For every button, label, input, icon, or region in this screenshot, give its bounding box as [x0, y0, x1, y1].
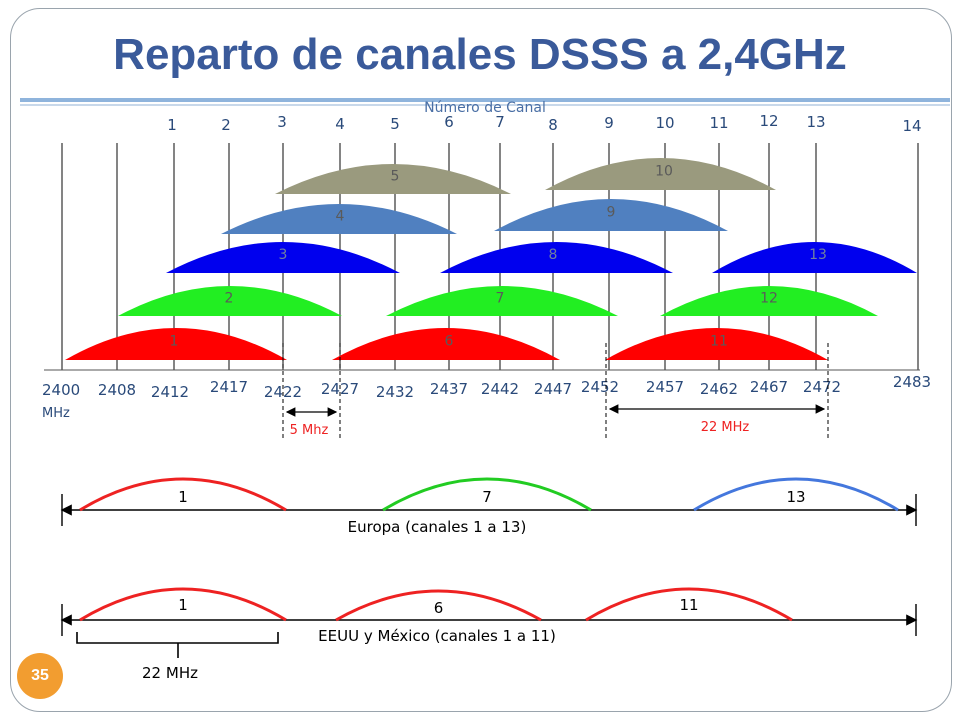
europe-channel-arc [382, 477, 592, 512]
channel-lobe [166, 242, 400, 273]
frequency-label: 2447 [534, 380, 572, 398]
channel-number: 14 [902, 117, 921, 135]
frequency-unit: MHz [42, 406, 70, 421]
channel-lobe-label: 10 [655, 164, 673, 180]
slide-title: Reparto de canales DSSS a 2,4GHz [113, 30, 847, 79]
channel-number: 7 [495, 113, 505, 131]
frequency-label: 2457 [646, 378, 684, 396]
title-rule [20, 98, 950, 102]
channel-lobe [605, 328, 828, 360]
usa-plan: 1 6 11 [60, 587, 918, 658]
frequency-label: 2483 [893, 373, 931, 391]
frequency-label: 2467 [750, 378, 788, 396]
channel-lobe-label: 7 [496, 291, 505, 307]
channel-number: 5 [390, 115, 400, 133]
usa-channel-arc [79, 587, 287, 622]
europe-channel-label: 13 [786, 488, 805, 506]
dimension-markers [282, 343, 829, 438]
frequency-label: 2462 [700, 380, 738, 398]
frequency-label: 2417 [210, 378, 248, 396]
channel-number: 13 [806, 113, 825, 131]
channel-lobe [440, 242, 673, 273]
spacing-label: 5 Mhz [290, 423, 329, 438]
slide-number: 35 [17, 653, 63, 699]
channel-lobe-label: 13 [809, 247, 827, 263]
frequency-label: 2452 [581, 378, 619, 396]
frequency-label: 2412 [151, 383, 189, 401]
channel-lobe-label: 6 [445, 334, 454, 350]
channel-lobe [712, 242, 917, 273]
frequency-label: 2442 [481, 380, 519, 398]
frequency-label: 2432 [376, 383, 414, 401]
channel-lobe-label: 1 [170, 334, 179, 350]
channel-lobe [494, 199, 728, 231]
frequency-labels: 2400 2408 2412 2417 2422 2427 2432 2437 2442 2447… [42, 373, 931, 401]
usa-channel-label: 6 [434, 599, 444, 617]
width-label: 22 MHz [701, 420, 750, 435]
channel-number: 11 [709, 114, 728, 132]
channel-lobe [65, 328, 287, 360]
channel-number: 2 [221, 116, 231, 134]
channel-lobe-label: 5 [391, 169, 400, 185]
frequency-label: 2400 [42, 381, 80, 399]
channel-lobe-label: 11 [710, 334, 728, 350]
channel-lobe [221, 204, 457, 234]
channel-lobe-label: 9 [607, 205, 616, 221]
title-rule-thin [20, 104, 950, 106]
channel-lobe-label: 8 [549, 247, 558, 263]
frequency-label: 2472 [803, 378, 841, 396]
channel-lobe-label: 4 [336, 209, 345, 225]
channel-number: 1 [167, 116, 177, 134]
europe-channel-label: 1 [178, 488, 188, 506]
channel-lobe-label: 3 [279, 247, 288, 263]
channel-number: 6 [444, 113, 454, 131]
channel-lobe-label: 2 [225, 291, 234, 307]
usa-caption: EEUU y México (canales 1 a 11) [318, 627, 556, 645]
channel-number: 3 [277, 113, 287, 131]
channel-lobe [275, 164, 511, 194]
channel-number: 8 [548, 116, 558, 134]
channel-number: 12 [759, 112, 778, 130]
usa-channel-label: 1 [178, 596, 188, 614]
europe-channel-label: 7 [482, 488, 492, 506]
frequency-label: 2437 [430, 380, 468, 398]
axis-title: Número de Canal [424, 100, 546, 116]
channel-number: 4 [335, 115, 345, 133]
usa-bracket-label: 22 MHz [142, 664, 198, 682]
channel-lobe-label: 12 [760, 291, 778, 307]
channel-number: 9 [604, 114, 614, 132]
europe-caption: Europa (canales 1 a 13) [348, 518, 527, 536]
europe-channel-arc [693, 477, 899, 512]
usa-channel-arc [585, 587, 793, 622]
channel-lobe [386, 286, 618, 316]
usa-channel-label: 11 [679, 596, 698, 614]
usa-bracket [76, 632, 279, 644]
europe-channel-arc [79, 477, 287, 512]
channel-lobe [545, 158, 776, 190]
channel-number: 10 [655, 114, 674, 132]
frequency-label: 2408 [98, 381, 136, 399]
channel-lobe [332, 328, 560, 360]
channel-numbers: 1 2 3 4 5 6 7 8 9 10 11 12 13 14 [167, 112, 921, 135]
usa-channel-arc [335, 589, 542, 622]
europe-plan: 1 7 13 [60, 477, 918, 526]
channel-lobe [118, 286, 342, 316]
channel-lobe [660, 286, 878, 316]
